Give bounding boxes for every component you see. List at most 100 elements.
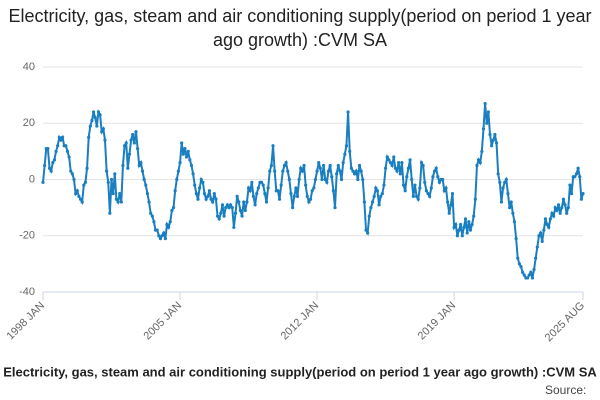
data-point (229, 203, 233, 207)
data-point (561, 197, 566, 201)
data-point (380, 191, 384, 196)
data-point (370, 200, 375, 204)
data-point (426, 191, 430, 196)
data-point (418, 186, 422, 190)
data-point (351, 169, 355, 173)
data-point (419, 161, 424, 165)
data-point (140, 169, 145, 173)
data-point (173, 189, 177, 193)
data-point (227, 206, 231, 210)
data-point (230, 206, 234, 210)
data-point (114, 197, 119, 201)
data-point (168, 220, 172, 224)
data-point (353, 172, 357, 176)
data-point (105, 169, 109, 173)
data-point (191, 172, 195, 176)
data-point (511, 211, 515, 215)
data-point (476, 158, 481, 162)
y-tick-label: 0 (29, 173, 35, 185)
data-point (149, 211, 153, 215)
data-point (43, 163, 47, 168)
data-point (357, 163, 362, 168)
data-point (122, 144, 127, 148)
data-point (299, 166, 303, 170)
data-point (211, 200, 215, 204)
data-point (410, 177, 414, 182)
data-point (235, 194, 239, 198)
data-point (390, 163, 394, 168)
data-point (268, 169, 272, 173)
data-point (494, 141, 499, 145)
data-point (284, 161, 288, 165)
data-point (367, 214, 371, 218)
data-point (304, 183, 308, 187)
data-point (49, 169, 53, 173)
data-point (475, 163, 479, 168)
data-point (127, 152, 132, 156)
data-point (165, 222, 169, 227)
data-point (361, 177, 365, 182)
data-point (455, 234, 459, 238)
data-point (431, 175, 435, 179)
data-point (170, 208, 174, 213)
data-point (470, 222, 474, 227)
data-point (335, 172, 339, 176)
data-point (150, 214, 154, 218)
data-point (393, 166, 397, 170)
data-point (271, 144, 275, 148)
data-point (152, 220, 156, 224)
data-point (457, 228, 461, 232)
data-point (91, 110, 96, 114)
data-point (243, 208, 247, 213)
data-point (516, 256, 520, 260)
data-point (527, 273, 531, 277)
data-point (348, 149, 352, 153)
data-point (436, 175, 440, 179)
data-point (339, 177, 344, 182)
data-point (385, 155, 389, 159)
y-tick-label: 40 (23, 61, 35, 73)
data-point (545, 222, 549, 227)
data-point (194, 191, 198, 196)
data-point (286, 169, 290, 173)
data-point (499, 200, 504, 204)
data-point (126, 166, 130, 170)
data-point (408, 158, 412, 162)
data-point (349, 166, 353, 170)
data-point (392, 155, 396, 159)
data-point (432, 169, 437, 173)
data-point (220, 203, 225, 207)
data-point (204, 197, 208, 201)
data-point (193, 183, 197, 187)
data-point (287, 177, 291, 182)
data-point (472, 214, 476, 218)
data-point (160, 234, 164, 238)
data-point (403, 189, 407, 193)
data-point (279, 183, 283, 187)
data-point (180, 141, 184, 145)
data-point (202, 191, 207, 196)
data-point (119, 200, 123, 204)
data-point (98, 113, 102, 117)
data-point (253, 203, 257, 207)
data-point (400, 161, 404, 165)
data-point (491, 138, 495, 142)
data-point (305, 194, 309, 198)
data-point (52, 158, 57, 162)
data-point (429, 186, 433, 190)
data-point (132, 141, 136, 145)
data-point (362, 200, 366, 204)
data-point (72, 177, 76, 182)
data-point (289, 191, 293, 196)
data-point (490, 144, 494, 148)
data-point (264, 200, 269, 204)
data-point (82, 183, 86, 187)
data-point (374, 186, 378, 190)
data-point (256, 186, 260, 190)
data-point (354, 169, 358, 173)
data-point (442, 189, 446, 193)
data-point (573, 175, 577, 179)
data-point (54, 149, 58, 153)
data-point (504, 177, 508, 182)
data-point (46, 146, 50, 151)
